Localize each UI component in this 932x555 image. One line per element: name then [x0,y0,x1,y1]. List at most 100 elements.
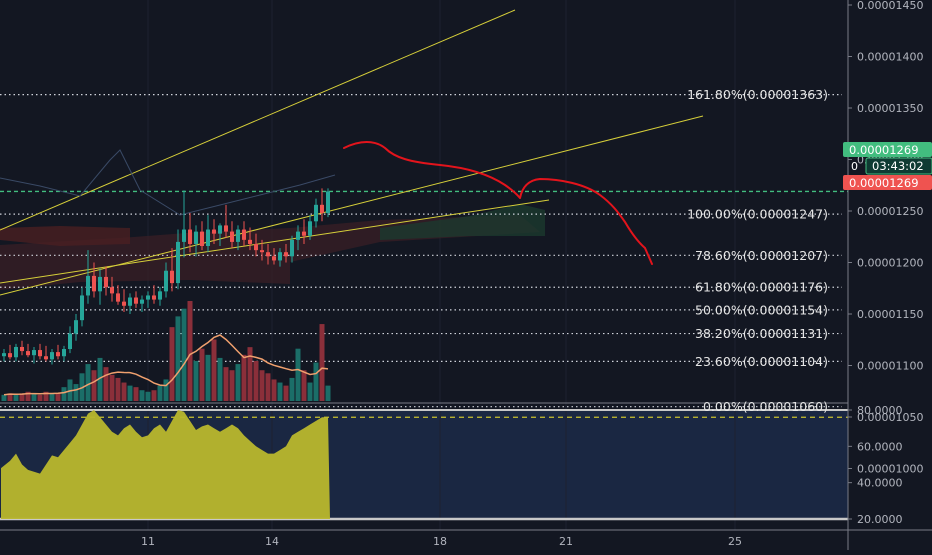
volume-bar [187,301,193,401]
candle-body [182,229,186,242]
candle-body [188,229,192,244]
fib-label: 0.00%(0.00001060) [703,399,828,414]
moving-average-line [0,149,336,216]
candle-body [62,349,66,357]
volume-bar [25,391,31,401]
volume-bar [55,393,61,401]
candle-body [176,241,180,284]
osc-tick-label: 60.0000 [857,440,903,453]
candle-body [2,353,6,357]
cloud-green [380,204,545,240]
time-tick-label: 18 [433,535,447,548]
osc-tick-label: 80.0000 [857,404,903,417]
osc-tick-label: 40.0000 [857,477,903,490]
candle-body [164,270,168,292]
candle-body [206,229,210,247]
candle-body [212,229,216,234]
price-tick-label: 0.00001100 [857,360,923,373]
volume-bar [31,393,37,401]
candle-body [296,231,300,240]
projection-sketch [343,141,653,265]
price-axis-bg [848,0,932,550]
candle-body [44,356,48,360]
candle-body [140,299,144,304]
volume-moving-average [3,334,329,396]
volume-bar [229,370,235,401]
ask-price-badge-text: 0.00001269 [849,176,919,190]
candle-body [218,225,222,234]
volume-bar [13,394,19,401]
volume-bar [91,370,97,401]
candle-body [272,256,276,261]
candle-body [314,204,318,222]
price-tick-label: 0.00001350 [857,102,923,115]
candle-body [254,243,258,251]
volume-bar [61,387,67,401]
volume-bar [181,308,187,401]
volume-bar [85,364,91,401]
price-tick-label: 0.00001450 [857,0,923,12]
volume-bar [313,362,319,401]
volume-bar [115,377,121,401]
candle-body [326,191,330,214]
fib-label: 78.60%(0.00001207) [695,248,828,263]
candle-body [92,275,96,292]
candle-body [302,231,306,236]
volume-bar [43,391,49,401]
candle-body [14,346,18,358]
volume-bar [241,354,247,401]
candle-body [122,301,126,306]
price-tick-label: 0.00001250 [857,205,923,218]
candle-body [50,352,54,360]
volume-bar [283,385,289,401]
countdown-badge-text: 03:43:02 [872,159,924,173]
volume-bar [193,361,199,401]
candle-body [86,275,90,296]
candle-body [56,352,60,357]
volume-bar [325,385,331,401]
candle-body [308,221,312,236]
candle-body [8,353,12,358]
candle-body [266,252,270,257]
candle-body [146,295,150,300]
candle-body [98,276,102,292]
candle-body [230,231,234,242]
cloud-red-left [0,226,130,246]
volume-bar [121,382,127,401]
volume-bar [133,387,139,401]
volume-bar [97,357,103,401]
fib-label: 23.60%(0.00001104) [695,354,828,369]
price-tick-label: 0.00001200 [857,257,923,270]
candle-body [248,239,252,244]
volume-bar [199,348,205,401]
volume-bar [289,377,295,401]
volume-bar [163,379,169,401]
fib-label: 161.80%(0.00001363) [687,87,828,102]
countdown-prefix: 0 [851,160,858,173]
volume-bar [295,348,301,401]
volume-bar [307,382,313,401]
candle-body [290,239,294,257]
volume-bar [277,382,283,401]
volume-bar [235,364,241,401]
volume-bar [253,361,259,401]
volume-bar [205,354,211,401]
trend-line [0,199,550,284]
volume-bar [247,347,253,401]
volume-bar [319,324,325,401]
trend-line [0,9,516,231]
candle-body [170,270,174,284]
volume-bar [7,393,13,401]
main-pane-bg [0,0,848,402]
oscillator-area [1,410,330,519]
volume-bar [49,393,55,401]
volume-bar [175,316,181,401]
current-price-badge [843,142,932,157]
candle-body [110,287,114,294]
price-tick-label: 0.00001400 [857,51,923,64]
current-price-badge-text: 0.00001269 [849,143,919,157]
volume-bar [19,393,25,401]
candle-body [236,229,240,242]
